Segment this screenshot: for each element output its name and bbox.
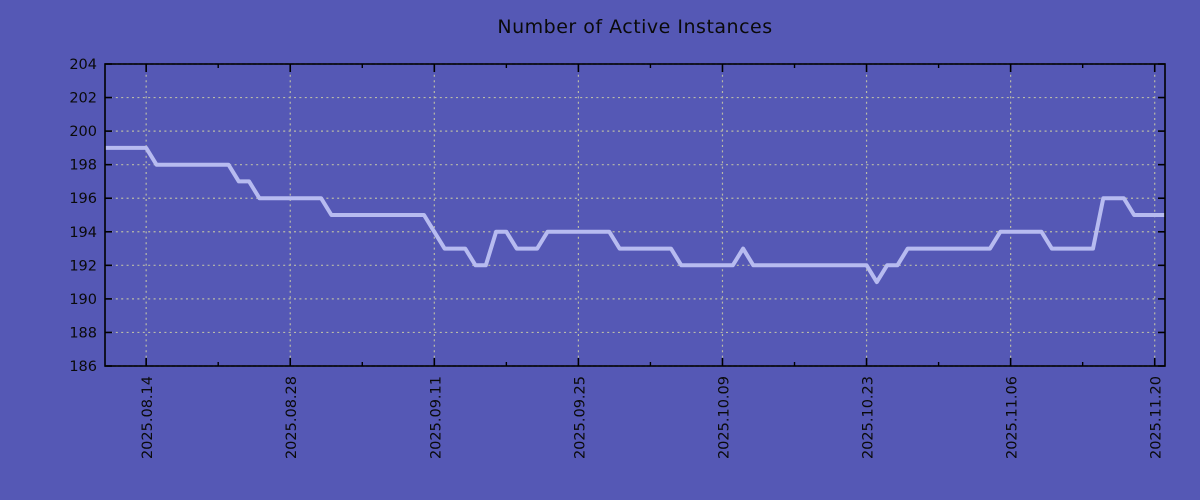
x-tick-label: 2025.09.25 bbox=[572, 376, 588, 459]
x-tick-label: 2025.11.06 bbox=[1005, 376, 1021, 459]
x-tick-label: 2025.08.28 bbox=[284, 376, 300, 459]
y-tick-label: 190 bbox=[69, 292, 97, 308]
y-tick-label: 194 bbox=[69, 225, 97, 241]
x-tick-label: 2025.10.09 bbox=[716, 376, 732, 459]
x-tick-label: 2025.11.20 bbox=[1149, 376, 1165, 459]
y-tick-label: 188 bbox=[69, 325, 97, 341]
y-tick-label: 204 bbox=[69, 57, 97, 73]
x-tick-label: 2025.08.14 bbox=[140, 376, 156, 459]
chart-title: Number of Active Instances bbox=[497, 16, 773, 38]
y-tick-label: 186 bbox=[69, 359, 97, 375]
y-tick-label: 192 bbox=[69, 258, 97, 274]
data-line bbox=[105, 145, 1165, 285]
x-tick-label: 2025.10.23 bbox=[861, 376, 877, 459]
x-tick-label: 2025.09.11 bbox=[428, 376, 444, 459]
y-tick-label: 202 bbox=[69, 91, 97, 107]
plot-frame bbox=[104, 63, 1166, 367]
y-tick-label: 196 bbox=[69, 191, 97, 207]
y-tick-label: 198 bbox=[69, 158, 97, 174]
y-tick-label: 200 bbox=[69, 124, 97, 140]
